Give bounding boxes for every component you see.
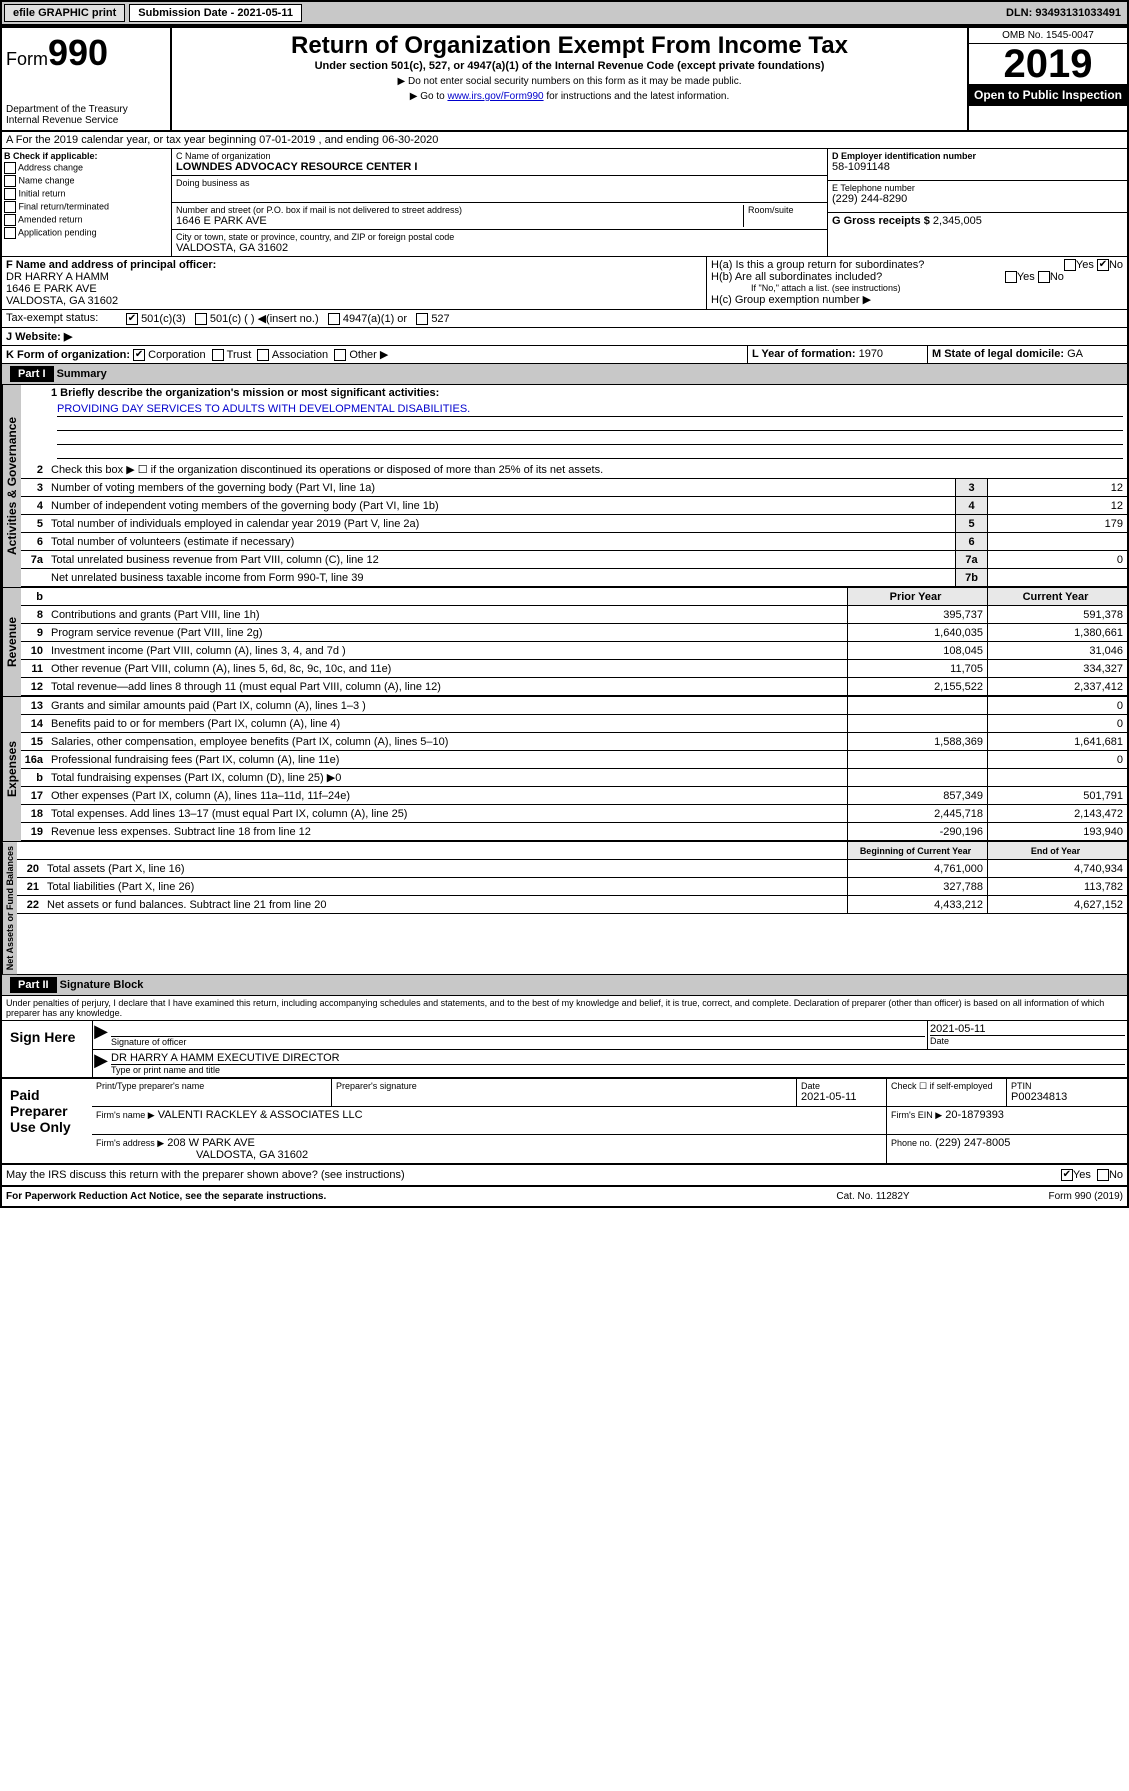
officer-name: DR HARRY A HAMM EXECUTIVE DIRECTOR bbox=[111, 1052, 1125, 1065]
paperwork-notice: For Paperwork Reduction Act Notice, see … bbox=[6, 1191, 773, 1202]
check-applicable-box: B Check if applicable: Address change Na… bbox=[2, 149, 172, 256]
submission-date: Submission Date - 2021-05-11 bbox=[129, 4, 302, 22]
form-id-box: Form990 Department of the TreasuryIntern… bbox=[2, 28, 172, 130]
instructions-link[interactable]: www.irs.gov/Form990 bbox=[447, 91, 543, 102]
website-row: J Website: ▶ bbox=[2, 328, 76, 345]
form-title: Return of Organization Exempt From Incom… bbox=[176, 32, 963, 60]
org-address: 1646 E PARK AVE bbox=[176, 215, 743, 227]
gross-receipts: 2,345,005 bbox=[933, 215, 982, 227]
top-toolbar: efile GRAPHIC print Submission Date - 20… bbox=[0, 0, 1129, 26]
principal-officer: F Name and address of principal officer:… bbox=[2, 257, 707, 309]
group-return-box: H(a) Is this a group return for subordin… bbox=[707, 257, 1127, 309]
governance-label: Activities & Governance bbox=[2, 385, 21, 587]
firm-name: VALENTI RACKLEY & ASSOCIATES LLC bbox=[158, 1109, 363, 1121]
mission-text: PROVIDING DAY SERVICES TO ADULTS WITH DE… bbox=[57, 403, 1123, 417]
efile-button[interactable]: efile GRAPHIC print bbox=[4, 4, 125, 22]
telephone-value: (229) 244-8290 bbox=[832, 193, 1123, 205]
tax-year-row: A For the 2019 calendar year, or tax yea… bbox=[2, 132, 1127, 149]
org-city: VALDOSTA, GA 31602 bbox=[176, 242, 823, 254]
year-box: OMB No. 1545-0047 2019 Open to Public In… bbox=[967, 28, 1127, 130]
form-title-box: Return of Organization Exempt From Incom… bbox=[172, 28, 967, 130]
ein-value: 58-1091148 bbox=[832, 161, 1123, 173]
dln-label: DLN: 93493131033491 bbox=[1006, 7, 1125, 19]
sign-here-label: Sign Here bbox=[2, 1021, 92, 1077]
paid-preparer-label: Paid Preparer Use Only bbox=[2, 1079, 92, 1163]
org-name: LOWNDES ADVOCACY RESOURCE CENTER I bbox=[176, 161, 823, 173]
